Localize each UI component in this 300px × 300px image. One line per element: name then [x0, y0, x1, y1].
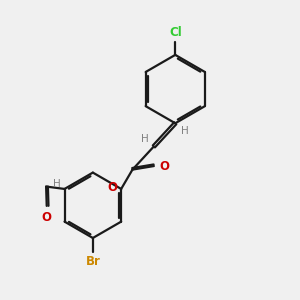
Text: O: O — [107, 181, 117, 194]
Text: O: O — [41, 211, 51, 224]
Text: H: H — [181, 126, 188, 136]
Text: Cl: Cl — [169, 26, 182, 39]
Text: O: O — [159, 160, 169, 172]
Text: H: H — [53, 178, 61, 189]
Text: H: H — [141, 134, 148, 144]
Text: Br: Br — [85, 255, 100, 268]
